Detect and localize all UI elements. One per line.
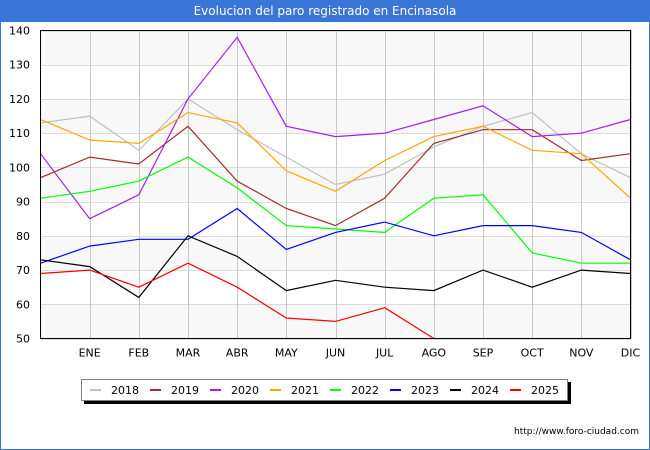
grid-band bbox=[40, 64, 631, 99]
legend-label: 2018 bbox=[111, 383, 139, 397]
legend-label: 2022 bbox=[351, 383, 379, 397]
grid-lines bbox=[40, 30, 632, 340]
legend-item-2023: 2023 bbox=[390, 384, 442, 397]
y-axis-ticks: 50 60 70 80 90 100 110 120 130 140 bbox=[9, 25, 30, 346]
x-tick-label: JUN bbox=[325, 347, 346, 360]
series-line-2024 bbox=[40, 235, 631, 299]
x-tick-label: MAR bbox=[176, 347, 201, 360]
x-tick-label: ENE bbox=[79, 347, 101, 360]
legend-label: 2021 bbox=[291, 383, 319, 397]
x-tick-label: FEB bbox=[128, 347, 149, 360]
grid-band bbox=[40, 98, 631, 134]
legend-label: 2020 bbox=[231, 383, 259, 397]
grid-band bbox=[40, 201, 631, 236]
series-line-2022 bbox=[40, 156, 631, 264]
series-lines bbox=[40, 36, 631, 340]
x-tick-label: ABR bbox=[226, 347, 249, 360]
plot-border bbox=[40, 30, 631, 339]
legend-swatch bbox=[510, 389, 521, 391]
chart-title: Evolucion del paro registrado en Encinas… bbox=[0, 0, 650, 22]
legend-swatch bbox=[150, 389, 161, 391]
y-tick-label: 110 bbox=[9, 127, 30, 140]
series-line-2023 bbox=[40, 207, 631, 264]
y-tick-label: 120 bbox=[9, 93, 30, 106]
legend-item-2025: 2025 bbox=[510, 384, 562, 397]
x-tick-label: AGO bbox=[422, 347, 447, 360]
y-tick-label: 130 bbox=[9, 59, 30, 72]
legend-swatch bbox=[390, 389, 401, 391]
source-url: http://www.foro-ciudad.com bbox=[514, 427, 639, 437]
x-tick-label: SEP bbox=[473, 347, 494, 360]
legend-item-2022: 2022 bbox=[330, 384, 382, 397]
legend-item-2018: 2018 bbox=[90, 384, 142, 397]
series-line-2021 bbox=[40, 111, 631, 199]
y-tick-label: 100 bbox=[9, 161, 30, 174]
y-tick-label: 60 bbox=[16, 298, 30, 311]
legend-label: 2023 bbox=[411, 383, 439, 397]
legend-item-2020: 2020 bbox=[210, 384, 262, 397]
legend-item-2024: 2024 bbox=[450, 384, 502, 397]
grid-band bbox=[40, 270, 631, 305]
x-tick-label: MAY bbox=[275, 347, 298, 360]
legend-swatch bbox=[90, 389, 101, 391]
y-tick-label: 50 bbox=[16, 333, 30, 346]
legend: 2018 2019 2020 2021 2022 2023 2024 2025 bbox=[81, 379, 568, 401]
x-tick-label: OCT bbox=[521, 347, 544, 360]
series-line-2020 bbox=[40, 36, 631, 220]
legend-swatch bbox=[450, 389, 461, 391]
y-tick-label: 80 bbox=[16, 230, 30, 243]
series-line-2019 bbox=[40, 125, 631, 227]
legend-swatch bbox=[210, 389, 221, 391]
legend-item-2019: 2019 bbox=[150, 384, 202, 397]
x-tick-label: JUL bbox=[375, 347, 394, 360]
legend-swatch bbox=[330, 389, 341, 391]
y-tick-label: 70 bbox=[16, 264, 30, 277]
y-tick-label: 140 bbox=[9, 25, 30, 38]
legend-label: 2024 bbox=[471, 383, 499, 397]
x-tick-label: DIC bbox=[621, 347, 641, 360]
x-axis-ticks: ENE FEB MAR ABR MAY JUN JUL AGO SEP OCT NOV DIC bbox=[79, 347, 641, 360]
y-tick-label: 90 bbox=[16, 196, 30, 209]
legend-label: 2019 bbox=[171, 383, 199, 397]
series-line-2025 bbox=[40, 262, 435, 340]
x-tick-label: NOV bbox=[569, 347, 594, 360]
legend-swatch bbox=[270, 389, 281, 391]
legend-item-2021: 2021 bbox=[270, 384, 322, 397]
legend-label: 2025 bbox=[531, 383, 559, 397]
grid-band bbox=[40, 30, 631, 65]
